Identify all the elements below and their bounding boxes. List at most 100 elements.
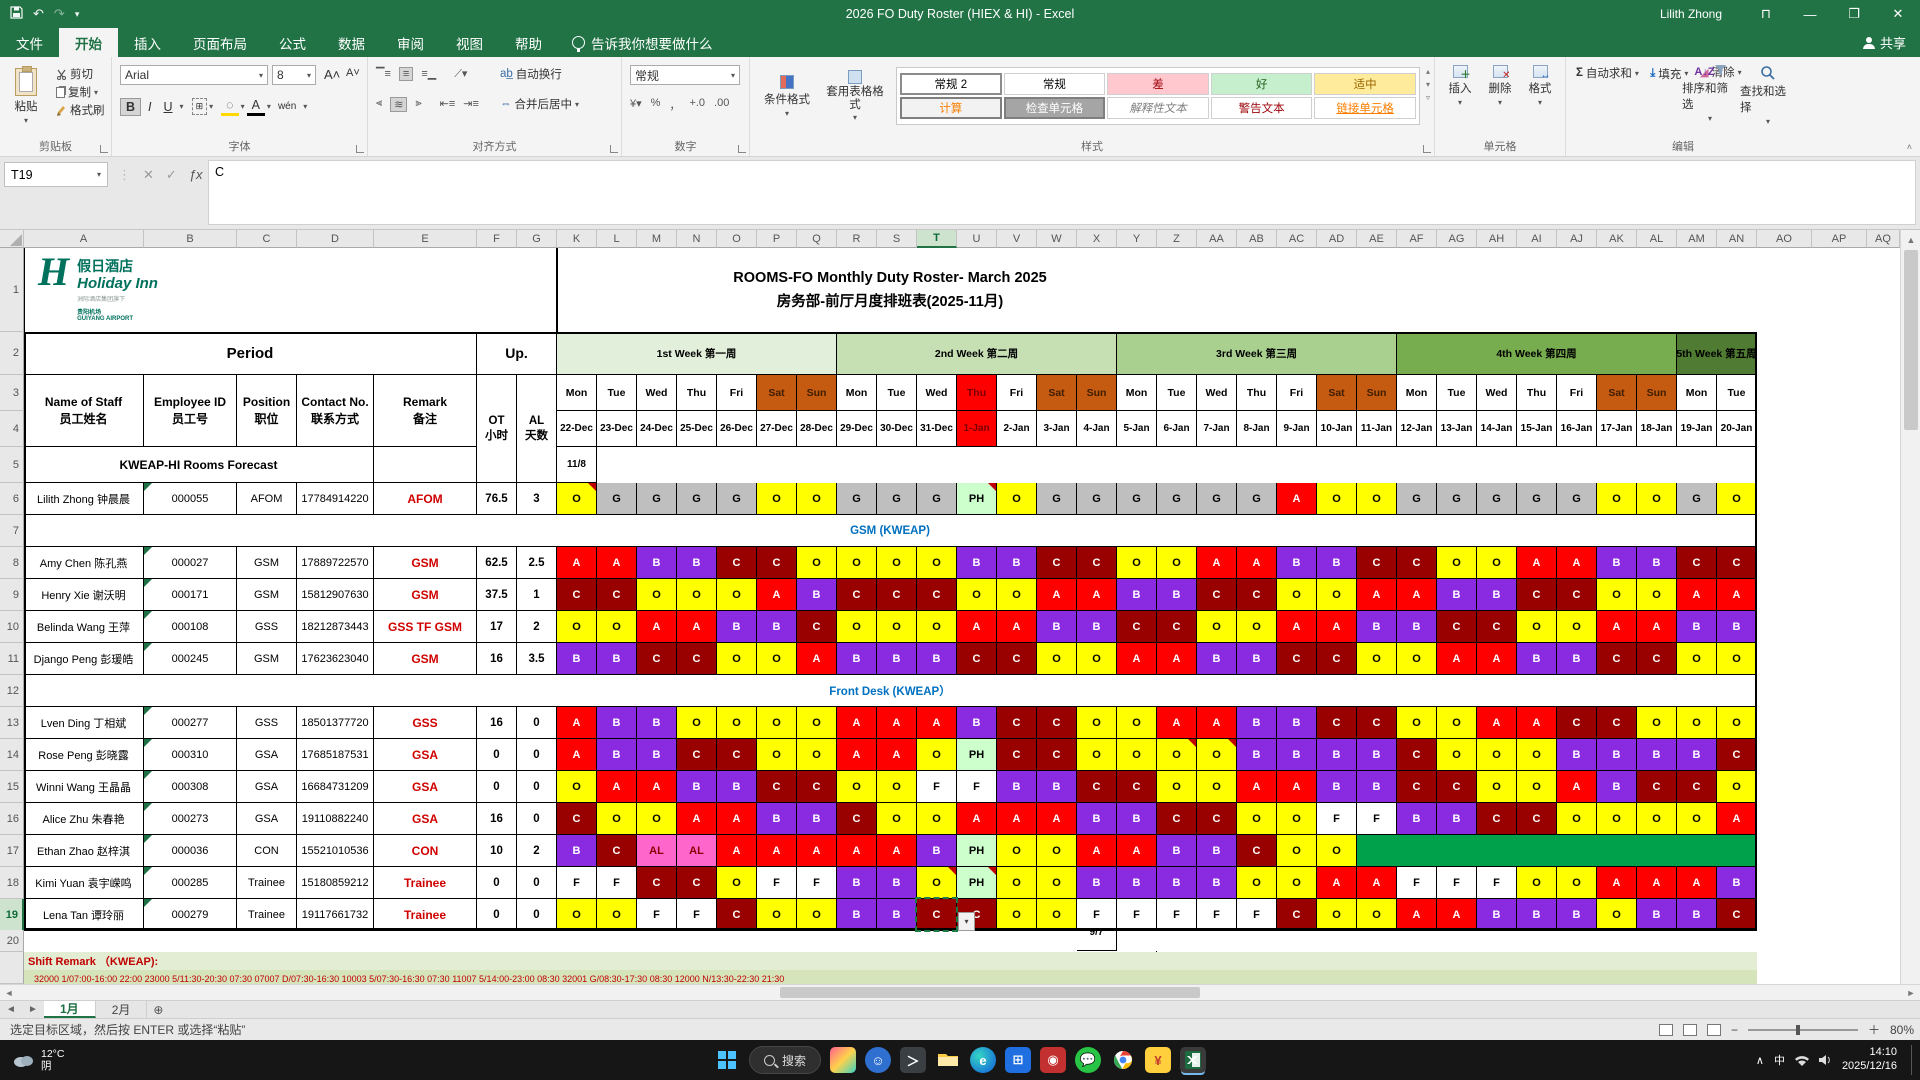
shift-cell[interactable]: C xyxy=(917,579,957,611)
column-header-AI[interactable]: AI xyxy=(1517,230,1557,248)
shift-cell[interactable]: C xyxy=(1317,643,1357,675)
sheet-next-icon[interactable]: ► xyxy=(28,1004,38,1015)
cell-style-常规 2[interactable]: 常规 2 xyxy=(900,73,1002,95)
shift-cell[interactable]: C xyxy=(637,643,677,675)
shift-cell[interactable]: A xyxy=(837,835,877,867)
shift-cell[interactable]: B xyxy=(877,867,917,899)
ribbon-tab-数据[interactable]: 数据 xyxy=(338,36,365,52)
shift-cell[interactable]: O xyxy=(597,899,637,931)
clock[interactable]: 14:10 2025/12/16 xyxy=(1841,1046,1897,1072)
shift-cell[interactable]: O xyxy=(797,547,837,579)
shift-cell[interactable]: B xyxy=(1277,739,1317,771)
shift-cell[interactable]: O xyxy=(1157,547,1197,579)
undo-icon[interactable]: ↶ xyxy=(33,6,44,21)
shift-cell[interactable]: C xyxy=(1637,643,1677,675)
shift-cell[interactable]: O xyxy=(1317,483,1357,515)
shift-cell[interactable]: C xyxy=(717,547,757,579)
shift-cell[interactable]: O xyxy=(1597,899,1637,931)
shift-cell[interactable]: G xyxy=(917,483,957,515)
shift-cell[interactable]: C xyxy=(1597,707,1637,739)
shift-cell[interactable]: A xyxy=(877,707,917,739)
shift-cell[interactable]: B xyxy=(1677,899,1717,931)
shift-cell[interactable]: O xyxy=(677,707,717,739)
fill-color-button[interactable]: ◌ xyxy=(221,97,239,116)
column-header-U[interactable]: U xyxy=(957,230,997,248)
shift-cell[interactable]: O xyxy=(1037,899,1077,931)
align-middle-icon[interactable]: ≡ xyxy=(398,67,414,81)
shift-cell[interactable]: B xyxy=(757,803,797,835)
shift-cell[interactable]: O xyxy=(557,771,597,803)
format-cells-button[interactable]: ↔ 格式 ▾ xyxy=(1521,65,1559,107)
zoom-slider[interactable] xyxy=(1747,1024,1858,1035)
shift-cell[interactable]: B xyxy=(917,643,957,675)
column-header-T[interactable]: T xyxy=(917,230,957,248)
shift-cell[interactable]: B xyxy=(1237,643,1277,675)
shift-cell[interactable]: B xyxy=(1357,771,1397,803)
shift-cell[interactable]: O xyxy=(837,771,877,803)
app-icon-file-explorer[interactable] xyxy=(935,1047,961,1073)
cell-style-好[interactable]: 好 xyxy=(1210,73,1313,95)
ribbon-tab-视图[interactable]: 视图 xyxy=(456,36,483,52)
column-header-Y[interactable]: Y xyxy=(1117,230,1157,248)
shift-cell[interactable]: O xyxy=(1077,739,1117,771)
app-icon-red-app[interactable]: ◉ xyxy=(1040,1047,1067,1073)
shift-cell[interactable]: C xyxy=(877,579,917,611)
start-button[interactable] xyxy=(714,1047,740,1073)
column-header-W[interactable]: W xyxy=(1037,230,1077,248)
shift-cell[interactable]: A xyxy=(597,771,637,803)
shift-cell[interactable]: F xyxy=(1477,867,1517,899)
shift-cell[interactable]: C xyxy=(837,803,877,835)
shift-cell[interactable]: A xyxy=(917,707,957,739)
align-right-icon[interactable]: ⫸ xyxy=(415,97,422,109)
shift-cell[interactable]: O xyxy=(1717,771,1757,803)
collapse-ribbon-icon[interactable]: ˄ xyxy=(1906,142,1912,152)
shift-cell[interactable]: G xyxy=(1157,483,1197,515)
shift-cell[interactable]: AL xyxy=(637,835,677,867)
shift-cell[interactable]: A xyxy=(1637,611,1677,643)
shift-cell[interactable]: G xyxy=(1677,483,1717,515)
shift-cell[interactable]: F xyxy=(917,771,957,803)
shift-cell[interactable]: A xyxy=(1717,579,1757,611)
column-header-B[interactable]: B xyxy=(144,230,237,248)
shift-cell[interactable]: C xyxy=(1277,899,1317,931)
shift-cell[interactable]: O xyxy=(1197,771,1237,803)
shift-cell[interactable]: O xyxy=(1357,899,1397,931)
cancel-icon[interactable]: ✕ xyxy=(143,166,154,182)
shift-cell[interactable]: O xyxy=(1197,611,1237,643)
shift-cell[interactable]: O xyxy=(1477,771,1517,803)
shift-cell[interactable]: A xyxy=(1437,899,1477,931)
shift-cell[interactable]: O xyxy=(1677,803,1717,835)
shift-cell[interactable]: F xyxy=(957,771,997,803)
network-icon[interactable] xyxy=(1794,1055,1809,1066)
shift-cell[interactable]: A xyxy=(557,707,597,739)
shift-cell[interactable]: C xyxy=(1717,899,1757,931)
shift-cell[interactable]: C xyxy=(1477,803,1517,835)
shift-cell[interactable]: O xyxy=(877,771,917,803)
shift-cell[interactable]: O xyxy=(1437,739,1477,771)
shift-cell[interactable]: F xyxy=(797,867,837,899)
row-header-19[interactable]: 19 xyxy=(0,899,24,931)
shift-cell[interactable]: G xyxy=(1077,483,1117,515)
shift-cell[interactable]: C xyxy=(1157,803,1197,835)
row-header-1[interactable]: 1 xyxy=(0,248,24,332)
shift-cell[interactable]: O xyxy=(1677,643,1717,675)
ribbon-tab-文件[interactable]: 文件 xyxy=(16,36,43,52)
shift-cell[interactable]: A xyxy=(797,643,837,675)
shift-cell[interactable]: A xyxy=(1117,643,1157,675)
shift-cell[interactable]: G xyxy=(597,483,637,515)
shift-cell[interactable]: F xyxy=(1397,867,1437,899)
shift-cell[interactable]: C xyxy=(837,579,877,611)
shift-cell[interactable]: B xyxy=(1197,835,1237,867)
shift-cell[interactable]: O xyxy=(1717,483,1757,515)
shift-cell[interactable]: B xyxy=(757,611,797,643)
shift-cell[interactable]: O xyxy=(557,483,597,515)
shift-cell[interactable]: B xyxy=(1317,739,1357,771)
align-center-icon[interactable]: ≋ xyxy=(390,97,408,112)
shift-cell[interactable]: O xyxy=(637,803,677,835)
shift-cell[interactable]: A xyxy=(1437,643,1477,675)
shift-cell[interactable]: C xyxy=(677,739,717,771)
shift-cell[interactable]: AL xyxy=(677,835,717,867)
column-header-M[interactable]: M xyxy=(637,230,677,248)
column-header-AK[interactable]: AK xyxy=(1597,230,1637,248)
shift-cell[interactable]: O xyxy=(837,611,877,643)
